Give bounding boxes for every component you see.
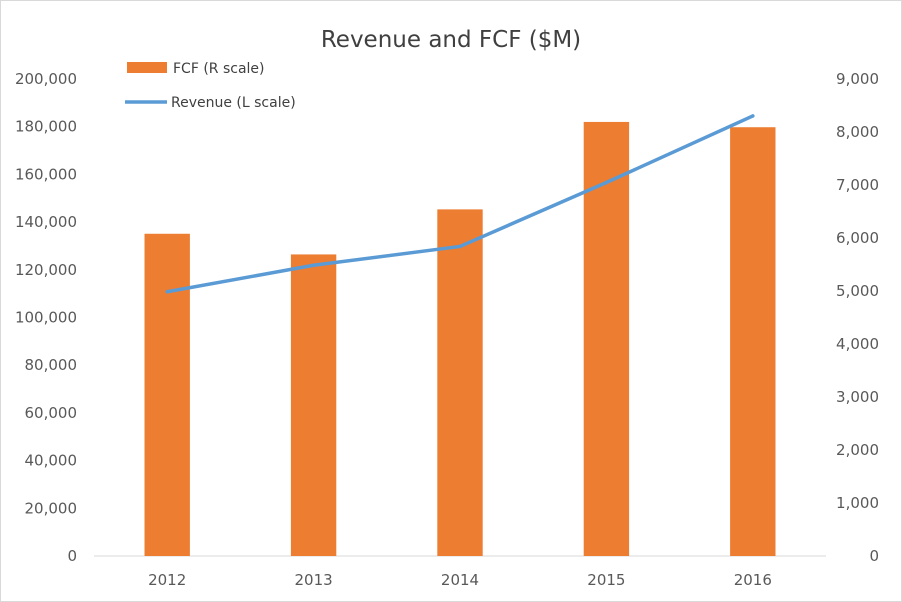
right-tick-label: 7,000 xyxy=(836,176,879,194)
legend-label-fcf: FCF (R scale) xyxy=(173,61,265,77)
left-tick-label: 120,000 xyxy=(15,261,77,279)
x-axis: 2012 2013 2014 2015 2016 xyxy=(148,571,772,589)
x-tick-label: 2015 xyxy=(587,571,625,589)
revenue-point xyxy=(604,180,609,185)
x-tick-label: 2016 xyxy=(734,571,772,589)
right-axis: 0 1,000 2,000 3,000 4,000 5,000 6,000 7,000 8,00… xyxy=(836,70,879,565)
right-tick-label: 2,000 xyxy=(836,441,879,459)
legend: FCF (R scale) Revenue (L scale) xyxy=(125,61,296,111)
x-tick-label: 2012 xyxy=(148,571,186,589)
fcf-bar xyxy=(290,254,337,556)
right-tick-label: 5,000 xyxy=(836,282,879,300)
fcf-bar xyxy=(730,127,776,556)
right-tick-label: 0 xyxy=(869,547,879,565)
left-tick-label: 20,000 xyxy=(25,499,78,517)
left-tick-label: 140,000 xyxy=(15,213,77,231)
right-tick-label: 1,000 xyxy=(836,494,879,512)
x-tick-label: 2014 xyxy=(441,571,479,589)
left-tick-label: 40,000 xyxy=(25,452,78,470)
left-tick-label: 160,000 xyxy=(15,165,77,183)
right-tick-label: 6,000 xyxy=(836,229,879,247)
right-tick-label: 8,000 xyxy=(836,123,879,141)
right-tick-label: 4,000 xyxy=(836,335,879,353)
revenue-point xyxy=(751,114,755,118)
right-tick-label: 3,000 xyxy=(836,388,879,406)
fcf-bar xyxy=(144,233,190,556)
fcf-bars xyxy=(144,121,776,557)
x-tick-label: 2013 xyxy=(295,571,333,589)
revenue-point xyxy=(458,244,462,249)
fcf-bar xyxy=(437,209,483,556)
fcf-bar xyxy=(583,121,630,557)
right-tick-label: 9,000 xyxy=(836,70,879,88)
legend-swatch-fcf xyxy=(127,62,167,73)
legend-label-revenue: Revenue (L scale) xyxy=(171,95,296,111)
revenue-point xyxy=(311,263,316,267)
left-tick-label: 60,000 xyxy=(25,404,78,422)
left-tick-label: 100,000 xyxy=(15,309,77,327)
left-tick-label: 180,000 xyxy=(15,118,77,136)
left-tick-label: 80,000 xyxy=(25,356,78,374)
left-tick-label: 200,000 xyxy=(15,70,77,88)
left-axis: 0 20,000 40,000 60,000 80,000 100,000 120,000 1… xyxy=(15,70,77,565)
revenue-point xyxy=(165,290,169,294)
revenue-line-layer xyxy=(165,114,755,294)
chart-title: Revenue and FCF ($M) xyxy=(321,27,581,53)
left-tick-label: 0 xyxy=(67,547,77,565)
